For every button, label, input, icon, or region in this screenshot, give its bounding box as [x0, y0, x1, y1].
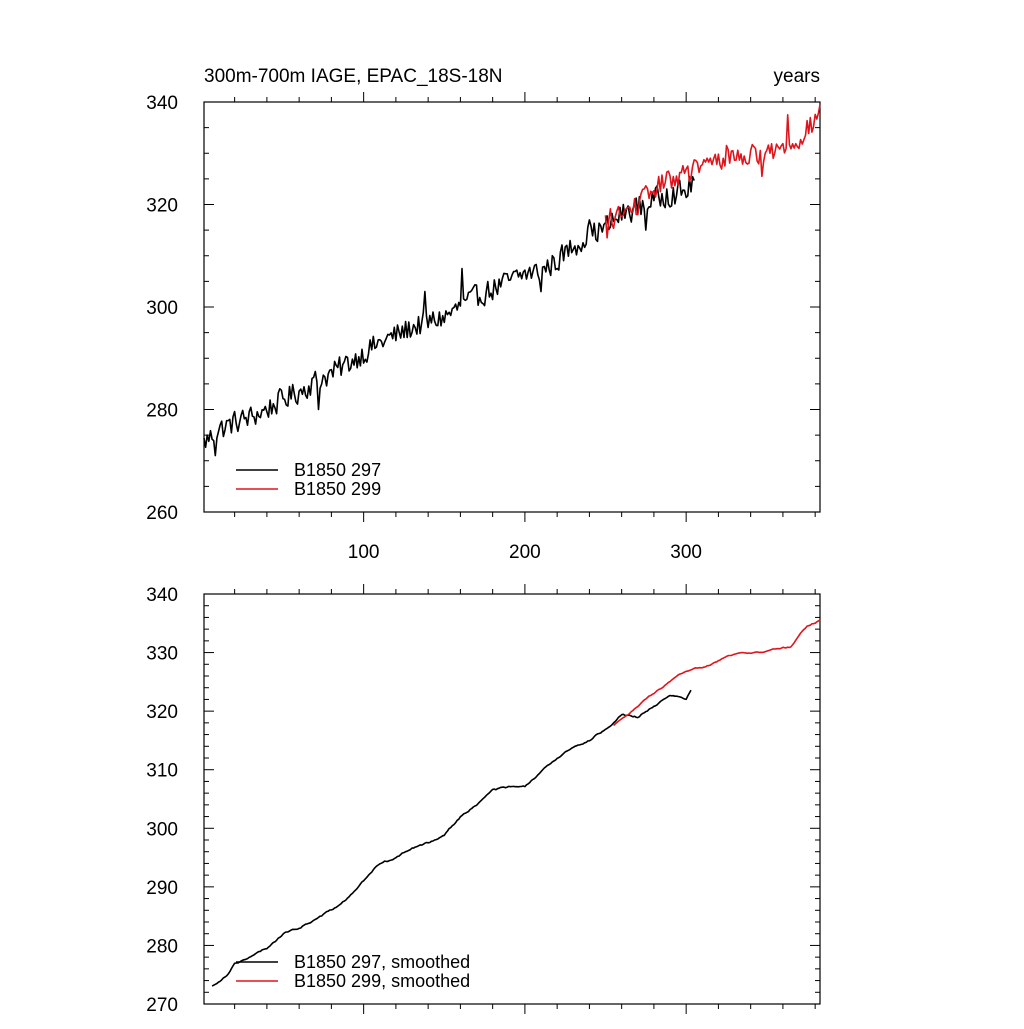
chart-units: years	[774, 66, 820, 87]
bottom-plot-frame	[203, 593, 821, 1005]
y-tick-label: 310	[146, 761, 178, 782]
y-tick-label: 280	[146, 401, 178, 422]
y-tick-label: 300	[146, 298, 178, 319]
legend-label-2: B1850 299	[294, 479, 381, 499]
y-tick-label: 280	[146, 936, 178, 957]
legend-label-1: B1850 297, smoothed	[294, 952, 470, 972]
x-tick-label: 300	[670, 542, 702, 563]
x-tick-label: 100	[348, 542, 380, 563]
y-tick-label: 340	[146, 93, 178, 114]
legend-label-1: B1850 297	[294, 460, 381, 480]
x-tick-label: 200	[509, 542, 541, 563]
series-line-1	[211, 689, 692, 987]
y-tick-label: 330	[146, 644, 178, 665]
y-tick-label: 300	[146, 819, 178, 840]
y-tick-label: 260	[146, 503, 178, 524]
bottom-panel: 270 280 290 300 310 320 330 340 B1850 297, smoo…	[146, 584, 821, 1016]
y-tick-label: 340	[146, 585, 178, 606]
bottom-axis-ticks: 270 280 290 300 310 320 330 340	[146, 584, 820, 1016]
bottom-series-group	[211, 619, 821, 987]
y-tick-label: 270	[146, 995, 178, 1016]
y-tick-label: 290	[146, 878, 178, 899]
top-plot-frame	[203, 101, 821, 513]
y-tick-label: 320	[146, 702, 178, 723]
series-line-1	[203, 175, 695, 457]
series-line-2	[604, 104, 821, 239]
top-series-group	[203, 104, 821, 457]
y-tick-label: 320	[146, 196, 178, 217]
series-line-2	[613, 619, 821, 727]
chart-title: 300m-700m IAGE, EPAC_18S-18N	[204, 66, 503, 87]
top-panel: 300m-700m IAGE, EPAC_18S-18N years 260 28…	[146, 66, 821, 563]
legend-label-2: B1850 299, smoothed	[294, 971, 470, 991]
